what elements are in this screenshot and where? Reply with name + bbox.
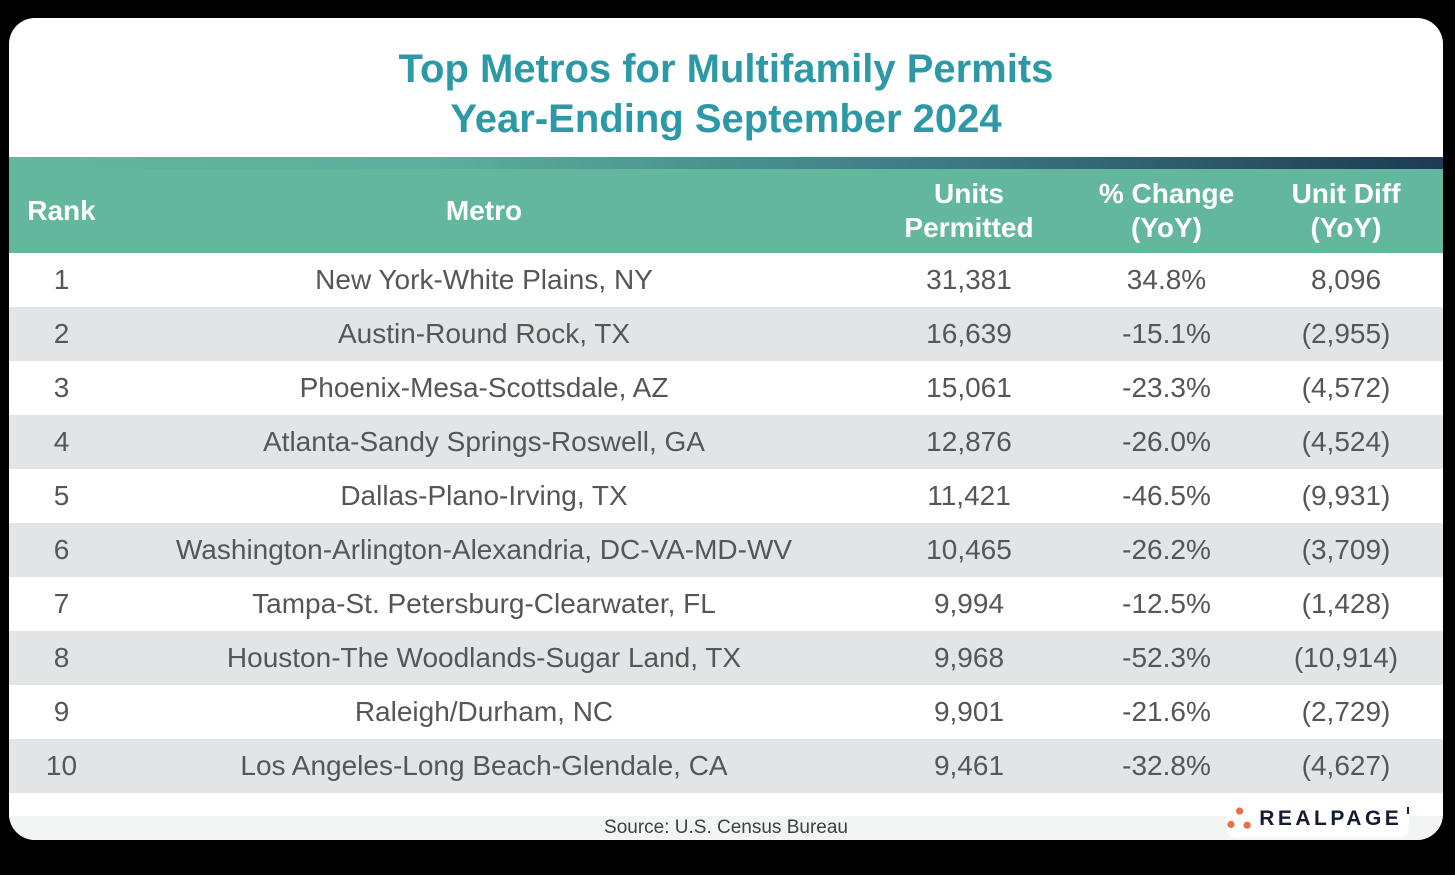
cell-metro: Atlanta-Sandy Springs-Roswell, GA [263,426,705,457]
column-header-label: % Change [1098,178,1235,209]
column-header-label: Permitted [904,212,1034,243]
cell-rank: 7 [53,588,70,619]
cell-unit-diff: (10,914) [1293,642,1399,673]
table-row: 1 New York-White Plains, NY 31,381 34.8% 8,0… [9,253,1443,307]
table-row: 8 Houston-The Woodlands-Sugar Land, TX 9,9… [9,631,1443,685]
column-header-rank: Rank [9,169,114,253]
cell-metro: Dallas-Plano-Irving, TX [340,480,628,511]
source-attribution: Source: U.S. Census Bureau [604,817,848,838]
cell-unit-diff: (3,709) [1301,534,1391,565]
table-row: 2 Austin-Round Rock, TX 16,639 -15.1% (2,955… [9,307,1443,361]
column-header-metro: Metro [114,169,854,253]
page-title-line2: Year-Ending September 2024 [450,97,1002,141]
cell-pct-change: -15.1% [1122,318,1211,349]
table-header: Rank Metro Units Permitted % Change (YoY… [9,169,1443,253]
cell-unit-diff: (4,572) [1301,372,1391,403]
column-header-label: (YoY) [1310,212,1382,243]
cell-pct-change: -26.0% [1122,426,1211,457]
column-header-pct-change: % Change (YoY) [1084,169,1249,253]
cell-pct-change: -26.2% [1122,534,1211,565]
cell-units: 10,465 [926,534,1012,565]
table-body: 1 New York-White Plains, NY 31,381 34.8% 8,0… [9,253,1443,793]
cell-unit-diff: (2,955) [1301,318,1391,349]
cell-units: 9,968 [933,642,1005,673]
cell-units: 15,061 [926,372,1012,403]
title-block: Top Metros for Multifamily Permits Year-… [9,18,1443,144]
cell-pct-change: -21.6% [1122,696,1211,727]
cell-metro: New York-White Plains, NY [315,264,653,295]
table-row: 4 Atlanta-Sandy Springs-Roswell, GA 12,876… [9,415,1443,469]
column-header-label: Metro [445,195,523,226]
cell-rank: 5 [53,480,70,511]
cell-metro: Houston-The Woodlands-Sugar Land, TX [226,642,742,673]
infographic-card: Top Metros for Multifamily Permits Year-… [9,18,1443,840]
column-header-label: Rank [27,195,96,226]
cell-unit-diff: (1,428) [1301,588,1391,619]
cell-unit-diff: (4,524) [1301,426,1391,457]
cell-metro: Tampa-St. Petersburg-Clearwater, FL [252,588,716,619]
column-header-label: Units [934,178,1004,209]
column-header-unit-diff: Unit Diff (YoY) [1249,169,1443,253]
cell-rank: 1 [53,264,70,295]
cell-unit-diff: (4,627) [1301,750,1391,781]
cell-metro: Austin-Round Rock, TX [337,318,631,349]
column-header-label: Unit Diff [1291,178,1401,209]
table-row: 5 Dallas-Plano-Irving, TX 11,421 -46.5% (9,9… [9,469,1443,523]
column-header-label: (YoY) [1130,212,1203,243]
cell-unit-diff: (2,729) [1301,696,1391,727]
cell-metro: Phoenix-Mesa-Scottsdale, AZ [299,372,669,403]
table-row: 10 Los Angeles-Long Beach-Glendale, CA 9,4… [9,739,1443,793]
cell-units: 9,901 [933,696,1005,727]
realpage-logo: REALPAGE [1227,799,1409,838]
cell-rank: 9 [53,696,70,727]
realpage-dots-icon [1227,807,1251,829]
cell-pct-change: -46.5% [1122,480,1211,511]
cell-rank: 2 [53,318,70,349]
cell-pct-change: -23.3% [1122,372,1211,403]
cell-metro: Los Angeles-Long Beach-Glendale, CA [240,750,728,781]
cell-unit-diff: (9,931) [1301,480,1391,511]
trademark-icon [1407,807,1409,814]
gradient-divider [9,157,1443,169]
table-row: 9 Raleigh/Durham, NC 9,901 -21.6% (2,729) [9,685,1443,739]
cell-pct-change: -52.3% [1122,642,1211,673]
cell-rank: 8 [53,642,70,673]
cell-pct-change: 34.8% [1126,264,1207,295]
cell-units: 12,876 [926,426,1012,457]
table-row: 6 Washington-Arlington-Alexandria, DC-VA-… [9,523,1443,577]
realpage-wordmark: REALPAGE [1259,807,1403,830]
cell-pct-change: -32.8% [1122,750,1211,781]
cell-units: 9,994 [933,588,1005,619]
cell-rank: 3 [53,372,70,403]
cell-rank: 6 [53,534,70,565]
cell-rank: 4 [53,426,70,457]
cell-metro: Washington-Arlington-Alexandria, DC-VA-M… [175,534,793,565]
cell-units: 11,421 [927,480,1011,511]
cell-rank: 10 [45,750,78,781]
cell-pct-change: -12.5% [1122,588,1211,619]
column-header-units-permitted: Units Permitted [854,169,1084,253]
page-title-line1: Top Metros for Multifamily Permits [398,47,1054,91]
footer-band: Source: U.S. Census Bureau [9,816,1443,840]
cell-units: 16,639 [926,318,1012,349]
cell-unit-diff: 8,096 [1310,264,1382,295]
table-row: 3 Phoenix-Mesa-Scottsdale, AZ 15,061 -23.3%… [9,361,1443,415]
cell-units: 9,461 [933,750,1005,781]
cell-units: 31,381 [926,264,1012,295]
table-row: 7 Tampa-St. Petersburg-Clearwater, FL 9,99… [9,577,1443,631]
cell-metro: Raleigh/Durham, NC [354,696,614,727]
